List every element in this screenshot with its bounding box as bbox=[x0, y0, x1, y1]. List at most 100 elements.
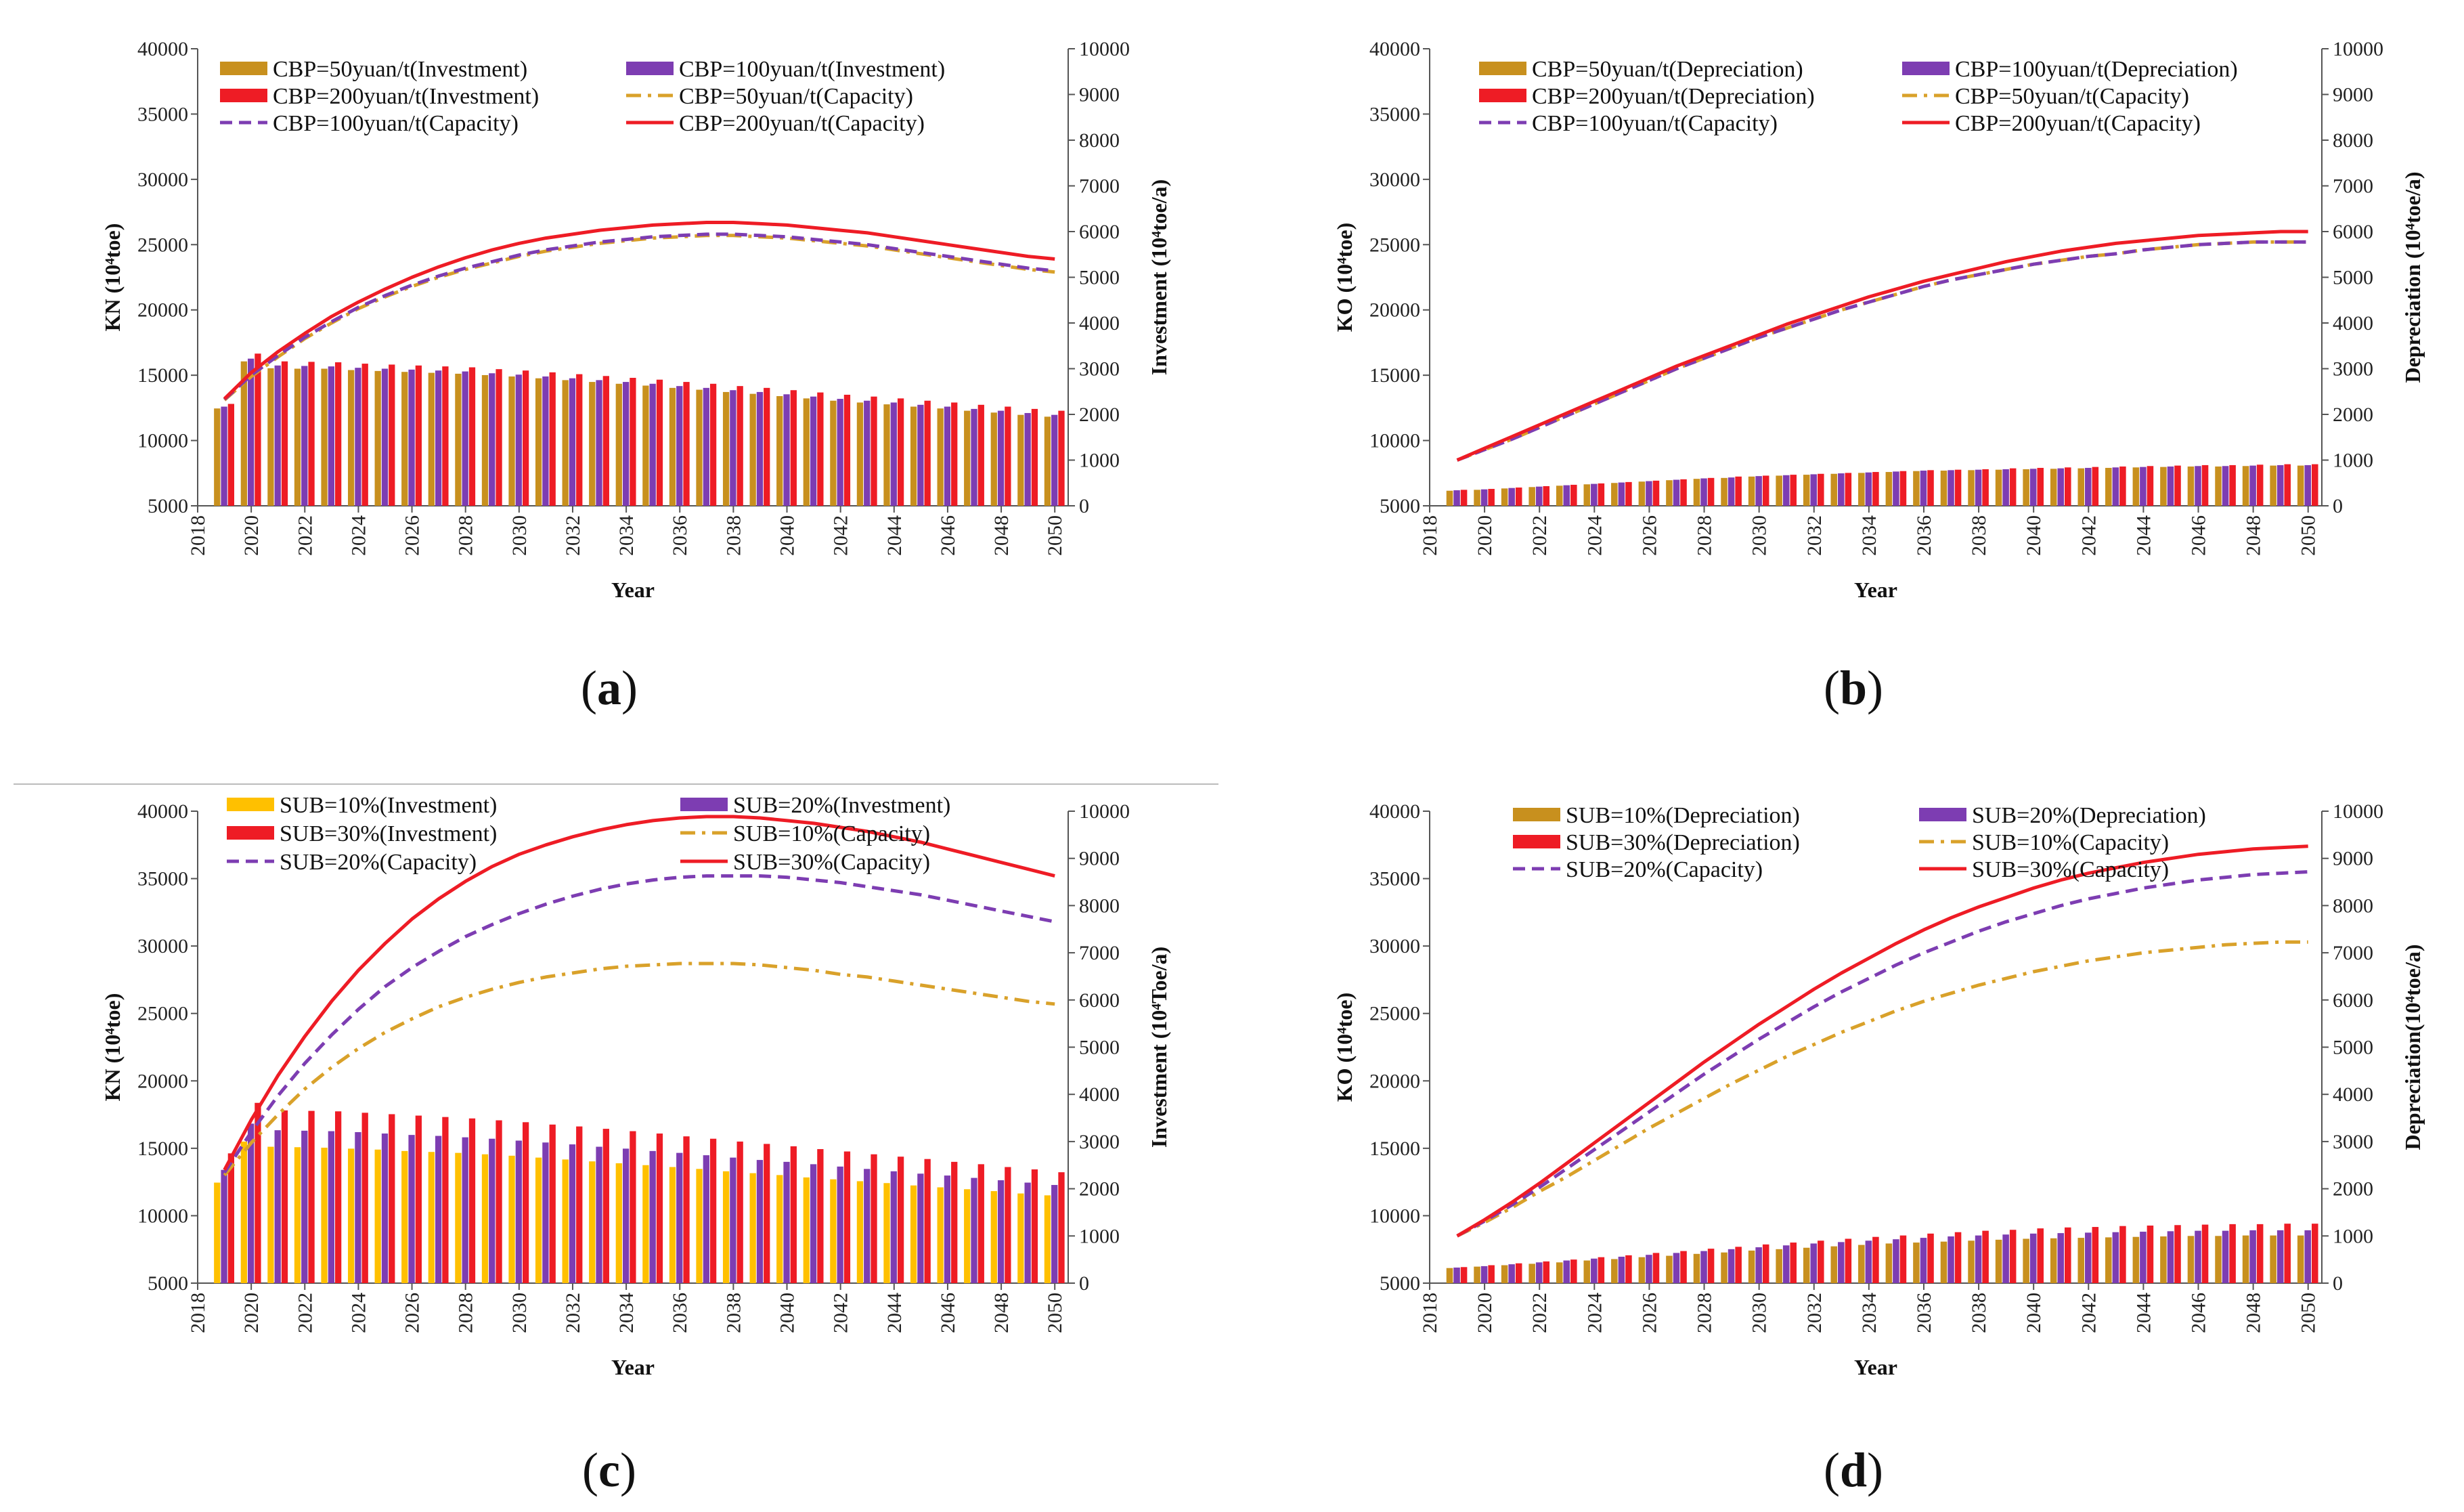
bar-b-s1-2044 bbox=[2140, 467, 2147, 506]
bar-d-s0-2047 bbox=[2215, 1236, 2222, 1283]
bar-d-s2-2028 bbox=[1707, 1249, 1715, 1283]
right-tick-label: 6000 bbox=[1079, 989, 1120, 1012]
x-axis-title: Year bbox=[611, 578, 655, 602]
bar-d-s1-2022 bbox=[1535, 1262, 1543, 1283]
x-tick-label: 2044 bbox=[883, 515, 906, 556]
bar-a-s2-2020 bbox=[255, 353, 261, 506]
bar-d-s2-2035 bbox=[1899, 1235, 1907, 1283]
bar-c-s2-2022 bbox=[308, 1110, 315, 1283]
right-tick-label: 8000 bbox=[1079, 894, 1120, 917]
bar-c-s2-2032 bbox=[576, 1126, 583, 1283]
bar-c-s0-2025 bbox=[374, 1149, 381, 1283]
bar-a-s0-2023 bbox=[321, 368, 328, 506]
legend-swatch bbox=[1919, 808, 1966, 821]
x-tick-label: 2040 bbox=[2023, 1293, 2045, 1333]
bar-d-s0-2038 bbox=[1968, 1240, 1975, 1283]
series-line-d-2 bbox=[1456, 844, 2308, 1238]
bar-a-s2-2036 bbox=[683, 382, 690, 506]
bar-a-s1-2041 bbox=[810, 396, 817, 506]
bar-c-s2-2028 bbox=[468, 1118, 476, 1283]
bar-b-s0-2020 bbox=[1474, 490, 1480, 506]
bar-c-s2-2050 bbox=[1058, 1172, 1065, 1283]
bar-c-s2-2036 bbox=[683, 1136, 690, 1283]
bar-a-s1-2044 bbox=[890, 402, 897, 506]
left-tick-label: 15000 bbox=[1369, 364, 1420, 387]
bar-d-s2-2046 bbox=[2201, 1224, 2209, 1283]
bar-a-s2-2023 bbox=[334, 362, 342, 506]
bar-a-s2-2041 bbox=[817, 392, 824, 506]
bar-c-s1-2040 bbox=[783, 1161, 790, 1283]
right-tick-label: 6000 bbox=[2333, 989, 2373, 1012]
y-axis-right-title: Depreciation (10⁴toe/a) bbox=[2400, 171, 2425, 383]
bar-c-s2-2020 bbox=[255, 1102, 261, 1283]
panel-caption: (d) bbox=[1824, 1443, 1883, 1497]
bar-b-s0-2047 bbox=[2215, 466, 2222, 506]
bar-a-s2-2050 bbox=[1058, 410, 1065, 506]
bar-a-s0-2029 bbox=[481, 374, 489, 506]
bar-d-s2-2044 bbox=[2147, 1225, 2154, 1283]
x-tick-label: 2018 bbox=[187, 1293, 209, 1333]
bar-c-s0-2037 bbox=[696, 1169, 703, 1283]
right-tick-label: 9000 bbox=[2333, 848, 2373, 870]
bar-b-s1-2021 bbox=[1508, 488, 1515, 506]
bar-a-s0-2032 bbox=[562, 380, 569, 506]
x-tick-label: 2018 bbox=[1419, 1293, 1441, 1333]
legend-label: SUB=10%(Capacity) bbox=[1972, 830, 2169, 855]
bar-c-s2-2025 bbox=[389, 1114, 395, 1283]
right-tick-label: 10000 bbox=[1079, 38, 1130, 60]
bar-d-s1-2038 bbox=[1975, 1235, 1982, 1283]
bar-d-s1-2049 bbox=[2276, 1230, 2284, 1283]
x-tick-label: 2024 bbox=[1583, 1293, 1606, 1333]
bar-b-s1-2032 bbox=[1810, 474, 1818, 506]
bar-c-s2-2033 bbox=[602, 1129, 609, 1283]
bar-b-s2-2025 bbox=[1625, 481, 1632, 506]
bar-d-s2-2040 bbox=[2037, 1228, 2044, 1283]
bar-a-s0-2036 bbox=[669, 387, 676, 506]
bar-c-s0-2036 bbox=[669, 1167, 676, 1283]
right-tick-label: 9000 bbox=[1079, 84, 1120, 106]
x-tick-label: 2046 bbox=[2188, 515, 2210, 556]
bar-d-s1-2040 bbox=[2029, 1233, 2037, 1283]
legend-label: SUB=30%(Depreciation) bbox=[1566, 830, 1800, 855]
x-tick-label: 2044 bbox=[883, 1293, 906, 1333]
legend-label: SUB=10%(Depreciation) bbox=[1566, 803, 1800, 828]
bar-a-s0-2033 bbox=[589, 382, 596, 506]
bar-a-s2-2022 bbox=[308, 362, 315, 506]
left-tick-label: 5000 bbox=[1380, 495, 1420, 517]
x-tick-label: 2028 bbox=[455, 515, 477, 556]
bar-d-s2-2033 bbox=[1845, 1238, 1852, 1283]
right-tick-label: 1000 bbox=[2333, 450, 2373, 472]
bar-d-s2-2029 bbox=[1735, 1247, 1742, 1283]
legend-swatch bbox=[680, 798, 728, 811]
bar-b-s2-2045 bbox=[2174, 465, 2181, 506]
bar-a-s0-2024 bbox=[347, 370, 355, 506]
bar-b-s1-2022 bbox=[1535, 486, 1543, 506]
bar-a-s1-2032 bbox=[569, 378, 576, 506]
bar-a-s0-2044 bbox=[883, 404, 890, 506]
left-tick-label: 35000 bbox=[137, 103, 188, 125]
bar-c-s2-2038 bbox=[736, 1141, 743, 1283]
right-tick-label: 7000 bbox=[1079, 942, 1120, 964]
right-tick-label: 3000 bbox=[2333, 1131, 2373, 1153]
x-tick-label: 2022 bbox=[294, 515, 316, 556]
x-axis-title: Year bbox=[1854, 1355, 1897, 1379]
bar-c-s2-2019 bbox=[227, 1153, 235, 1283]
bar-a-s1-2030 bbox=[515, 374, 522, 506]
bar-c-s1-2033 bbox=[596, 1146, 602, 1283]
bar-a-s1-2024 bbox=[355, 368, 361, 506]
x-tick-label: 2026 bbox=[401, 1293, 424, 1333]
legend-swatch bbox=[1902, 62, 1950, 75]
x-tick-label: 2030 bbox=[508, 1293, 531, 1333]
bar-b-s1-2040 bbox=[2029, 469, 2037, 506]
bar-b-s2-2044 bbox=[2147, 466, 2154, 506]
right-tick-label: 1000 bbox=[1079, 450, 1120, 472]
bar-d-s0-2029 bbox=[1721, 1252, 1728, 1283]
bar-b-s0-2032 bbox=[1803, 475, 1810, 506]
bar-d-s1-2028 bbox=[1700, 1251, 1707, 1283]
bar-b-s1-2027 bbox=[1673, 479, 1680, 506]
bar-c-s2-2021 bbox=[281, 1110, 288, 1283]
legend-swatch bbox=[626, 62, 674, 75]
bar-b-s2-2028 bbox=[1707, 477, 1715, 506]
series-line-c-1 bbox=[223, 874, 1055, 1174]
bar-b-s0-2023 bbox=[1556, 485, 1563, 506]
